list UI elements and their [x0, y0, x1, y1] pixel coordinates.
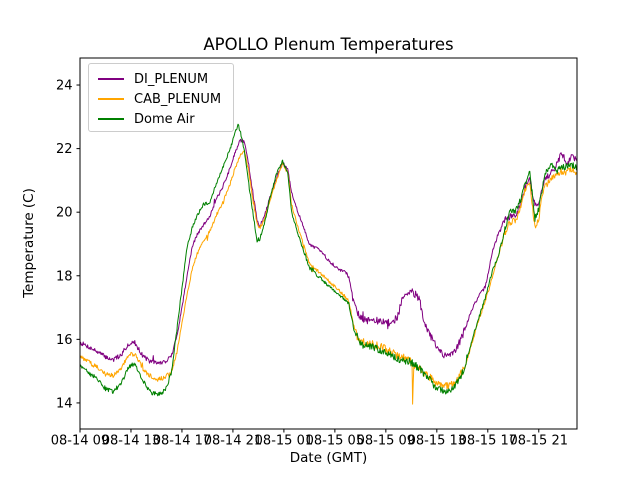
- legend-line-swatch-di-plenum: [98, 78, 124, 80]
- y-axis-label: Temperature (C): [21, 188, 37, 298]
- x-tick-label: 08-15 01: [255, 434, 313, 449]
- x-tick-label: 08-15 09: [357, 434, 415, 449]
- legend-item: CAB_PLENUM: [98, 89, 233, 109]
- x-tick-label: 08-15 13: [408, 434, 466, 449]
- legend: DI_PLENUM CAB_PLENUM Dome Air: [88, 63, 234, 132]
- series-lines: [80, 123, 577, 405]
- y-tick-label: 18: [56, 269, 73, 284]
- legend-item: Dome Air: [98, 109, 233, 129]
- legend-label: DI_PLENUM: [134, 71, 209, 87]
- y-tick-label: 16: [56, 333, 73, 348]
- x-tick-label: 08-14 13: [102, 434, 160, 449]
- x-tick-label: 08-14 17: [153, 434, 211, 449]
- y-tick-label: 22: [56, 142, 73, 157]
- chart-title: APOLLO Plenum Temperatures: [203, 35, 454, 54]
- x-tick-label: 08-14 09: [51, 434, 109, 449]
- x-tick-label: 08-14 21: [204, 434, 262, 449]
- legend-label: CAB_PLENUM: [134, 91, 222, 107]
- axes-frame: [79, 57, 578, 430]
- x-tick-label: 08-15 17: [459, 434, 517, 449]
- y-tick-label: 24: [56, 79, 73, 94]
- legend-item: DI_PLENUM: [98, 69, 233, 89]
- y-tick-label: 20: [56, 206, 73, 221]
- series-line-di-plenum: [80, 138, 577, 365]
- x-tick-label: 08-15 05: [306, 434, 364, 449]
- series-line-cab-plenum: [80, 149, 577, 405]
- x-tick-label: 08-15 21: [510, 434, 568, 449]
- series-line-dome-air: [80, 123, 577, 397]
- x-axis-label: Date (GMT): [289, 450, 368, 466]
- legend-line-swatch-dome-air: [98, 118, 124, 120]
- y-tick-label: 14: [56, 396, 73, 411]
- legend-line-swatch-cab-plenum: [98, 98, 124, 100]
- legend-label: Dome Air: [134, 111, 195, 127]
